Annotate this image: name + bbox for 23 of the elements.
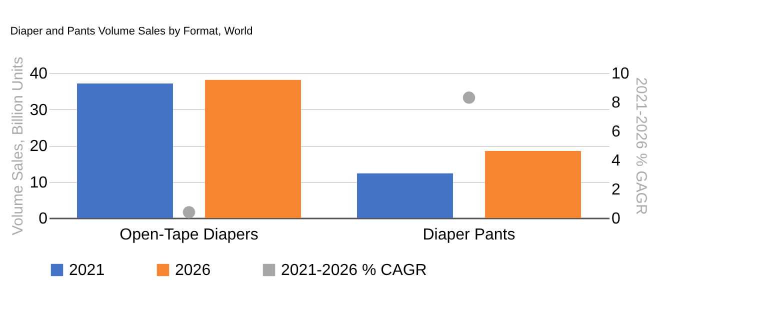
y2-tick-label: 2 <box>612 182 620 198</box>
x-tick-label: Diaper Pants <box>422 226 516 244</box>
y2-tick-label: 0 <box>612 210 620 228</box>
y-axis-title: Volume Sales, Billion Units <box>10 56 27 236</box>
chart-title: Diaper and Pants Volume Sales by Format, World <box>10 25 253 38</box>
y-tick-label: 10 <box>30 174 48 192</box>
y-tick-label: 20 <box>30 138 48 155</box>
x-tick-label: Open-Tape Diapers <box>120 226 258 244</box>
legend-label: 2021-2026 % CAGR <box>281 262 427 279</box>
y2-tick-label: 8 <box>612 94 620 112</box>
y2-tick-label: 6 <box>612 124 620 140</box>
bar <box>357 173 453 218</box>
legend-label: 2026 <box>175 262 211 279</box>
y2-axis-title: 2021-2026 % GAGR <box>632 77 650 215</box>
y-tick-label: 30 <box>30 102 48 119</box>
y-tick-label: 0 <box>38 210 48 228</box>
bar <box>205 80 301 218</box>
bar <box>485 150 581 218</box>
y-tick-label: 40 <box>30 66 48 82</box>
y2-tick-label: 10 <box>612 66 630 82</box>
legend-label: 2021 <box>69 262 105 279</box>
y2-tick-label: 4 <box>612 152 620 170</box>
bar <box>77 84 173 218</box>
